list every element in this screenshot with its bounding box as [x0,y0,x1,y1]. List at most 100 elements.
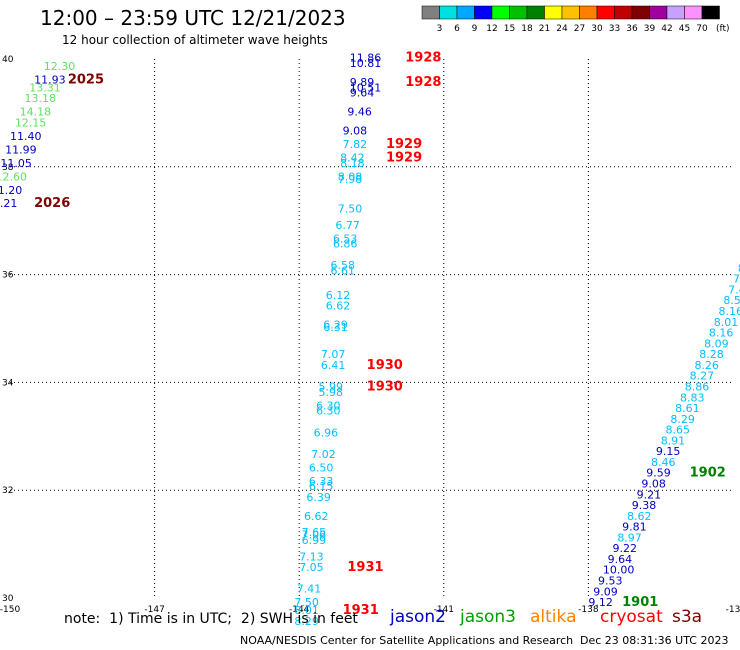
wave-height-value: 8.97 [617,531,642,544]
pass-time-label: 2026 [34,196,70,211]
wave-height-value: 6.15 [309,480,334,493]
legend-label: 42 [661,24,672,34]
wave-height-value: 6.86 [333,238,358,251]
pass-time-label: 1929 [386,137,422,152]
wave-height-value: 8.01 [294,604,319,617]
wave-height-value: 8.09 [704,337,729,350]
wave-height-value: 7.49 [728,283,740,296]
map-subtitle: 12 hour collection of altimeter wave hei… [62,33,328,47]
wave-height-value: 8.83 [680,391,705,404]
wave-height-value: 8.62 [627,510,652,523]
longitude-tick-label: -150 [0,605,20,615]
wave-height-value: 9.12 [588,596,613,609]
legend-unit: (ft) [716,24,730,34]
wave-height-value: 8.16 [709,327,734,340]
wave-height-value: 6.62 [304,510,329,523]
wave-height-value: 7.82 [343,138,368,151]
wave-height-value: 9.59 [646,467,671,480]
pass-time-label: 1928 [405,75,441,90]
longitude-tick-label: -138 [578,605,599,615]
pass-time-label: 2025 [68,72,104,87]
satellite-label-cryosat: cryosat [600,607,663,627]
wave-height-value: 14.18 [20,106,52,119]
wave-height-value: 8.16 [719,305,740,318]
satellite-label-jason2: jason2 [390,607,446,627]
wave-height-value: 9.38 [632,499,657,512]
legend-label: 39 [644,24,656,34]
wave-height-value: 8.42 [340,151,365,164]
wave-height-value: 9.81 [622,521,647,534]
wave-height-value: 9.08 [343,124,368,137]
wave-height-value: 7.50 [338,203,363,216]
generation-timestamp: Dec 23 08:31:36 UTC 2023 [580,634,729,647]
pass-time-label: 1930 [367,358,403,373]
satellite-label-jason3: jason3 [460,607,516,627]
wave-height-value: 6.77 [335,219,360,232]
wave-height-value: 8.27 [690,370,715,383]
wave-height-value: 7.09 [733,273,740,286]
pass-time-label: 1928 [405,51,441,66]
wave-height-value: 12.15 [15,116,47,129]
wave-height-value: 6.12 [326,289,351,302]
wave-height-value: 8.45 [738,262,740,275]
legend-label: 24 [556,24,568,34]
pass-time-label: 1930 [367,379,403,394]
wave-height-value: 8.46 [651,456,676,469]
wave-height-value: 8.65 [666,424,691,437]
satellite-label-s3a: s3a [672,607,703,627]
wave-height-value: 11.20 [0,184,22,197]
latitude-tick-label: 32 [2,486,13,496]
wave-height-value: 8.29 [670,413,695,426]
wave-height-value: 8.56 [723,294,740,307]
legend-label: 30 [591,24,603,34]
wave-height-value: 6.33 [309,475,334,488]
wave-height-value: 8.26 [694,359,719,372]
wave-height-value: 12.60 [0,170,27,183]
wave-height-value: 8.29 [294,615,319,628]
wave-height-value: 10.51 [350,81,382,94]
wave-height-value: 7.13 [299,550,324,563]
wave-height-value: 13.18 [24,92,56,105]
wave-height-value: 6.61 [331,265,356,278]
wave-height-value: 7.41 [297,583,322,596]
footer-note: note: 1) Time is in UTC; 2) SWH is in fe… [64,611,358,627]
wave-height-value: 6.30 [316,399,341,412]
legend-label: 15 [504,24,515,34]
wave-height-value: 9.89 [350,76,375,89]
wave-height-value: 6.62 [326,300,351,313]
pass-time-label: 1929 [386,150,422,165]
wave-height-value: 13.31 [29,81,60,94]
wave-height-value: 6.29 [323,319,348,332]
wave-height-value: 5.99 [318,380,343,393]
wave-height-value: 9.46 [347,106,372,119]
latitude-tick-label: 30 [2,594,14,604]
longitude-tick-label: -13 [726,605,740,615]
wave-height-value: 12.30 [44,60,76,73]
wave-height-value: 8.91 [661,434,686,447]
wave-height-value: 7.06 [302,529,327,542]
legend-swatch [701,5,720,20]
wave-height-value: 9.22 [613,542,638,555]
wave-height-value: 5.98 [318,386,343,399]
wave-height-value: 11.93 [34,73,66,86]
wave-height-value: 6.50 [309,461,334,474]
wave-height-value: 9.21 [637,488,662,501]
wave-height-value: 10.00 [603,564,635,577]
wave-height-value: 6.99 [302,534,327,547]
longitude-tick-label: -147 [144,605,164,615]
wave-height-value: 8.61 [675,402,700,415]
wave-height-value: 9.15 [656,445,681,458]
wave-height-value: 6.58 [331,259,356,272]
wave-height-value: 6.31 [323,321,348,334]
longitude-tick-label: -141 [434,605,454,615]
wave-height-value: 6.41 [321,359,346,372]
legend-label: 70 [696,24,708,34]
wave-height-value: 7.50 [294,596,319,609]
wave-height-value: 8.01 [714,316,739,329]
wave-height-value: 6.53 [333,232,358,245]
wave-height-value: 11.86 [350,52,382,65]
legend-label: 45 [679,24,690,34]
satellite-label-altika: altika [530,607,577,627]
wave-height-value: 11.40 [10,130,42,143]
wave-height-value: 11.99 [5,143,37,156]
